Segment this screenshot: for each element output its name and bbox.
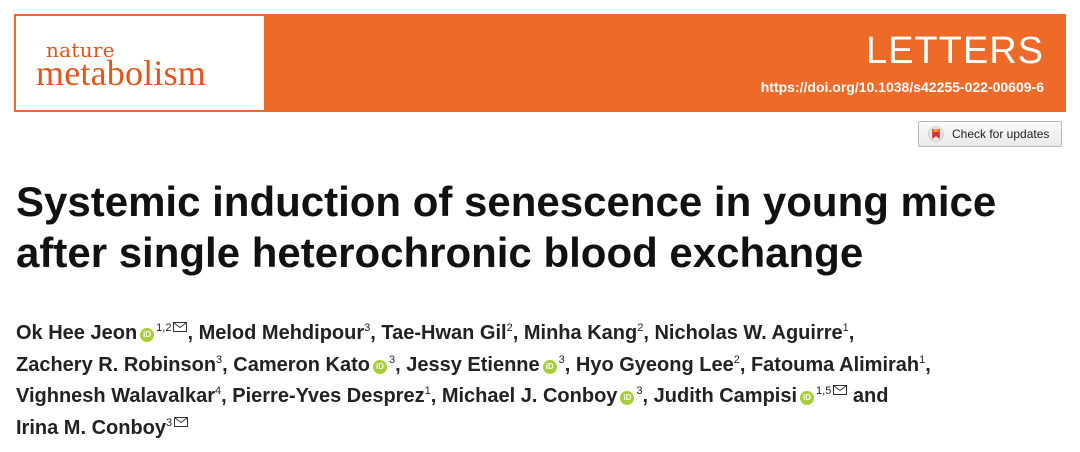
check-for-updates-button[interactable]: Check for updates — [918, 121, 1062, 147]
author-name[interactable]: Fatouma Alimirah — [750, 353, 920, 376]
section-label: LETTERS — [865, 30, 1044, 72]
affiliation-sup: 1,5 — [816, 385, 832, 397]
article-title: Systemic induction of senescence in youn… — [16, 176, 1066, 278]
and-text: and — [847, 385, 889, 407]
author-name[interactable]: Cameron Kato — [233, 353, 370, 376]
author-name[interactable]: Michael J. Conboy — [441, 385, 618, 407]
author-name[interactable]: Vighnesh Walavalkar — [16, 385, 215, 407]
affiliation-sup: 3 — [388, 353, 396, 366]
orcid-icon[interactable]: iD — [620, 391, 635, 405]
orcid-icon[interactable]: iD — [800, 391, 815, 405]
author-name[interactable]: Pierre-Yves Desprez — [232, 385, 425, 407]
author-list: Ok Hee Jeon iD1,2, Melod Mehdipour3, Tae-… — [16, 318, 1066, 444]
email-icon[interactable] — [174, 416, 189, 427]
email-icon[interactable] — [833, 385, 848, 395]
author-line-2: Zachery R. Robinson3, Cameron Kato iD3, J… — [16, 353, 931, 376]
affiliation-sup: 2 — [637, 322, 644, 334]
author-name[interactable]: Irina M. Conboy — [16, 416, 166, 439]
author-line-4: Irina M. Conboy3 — [16, 413, 1066, 445]
affiliation-sup: 1 — [919, 353, 926, 366]
journal-logo[interactable]: nature metabolism — [14, 14, 264, 112]
author-line-3: Vighnesh Walavalkar4, Pierre-Yves Despre… — [16, 385, 889, 407]
orcid-icon[interactable]: iD — [372, 359, 387, 374]
author-name[interactable]: Hyo Gyeong Lee — [575, 353, 734, 376]
affiliation-sup: 3 — [558, 353, 565, 366]
logo-metabolism: metabolism — [36, 53, 206, 93]
orcid-icon[interactable]: iD — [542, 359, 557, 374]
author-name[interactable]: Zachery R. Robinson — [16, 353, 217, 376]
affiliation-sup: 1 — [424, 385, 431, 397]
affiliation-sup: 2 — [733, 353, 740, 366]
check-for-updates-label: Check for updates — [952, 127, 1050, 141]
title-line-2: after single heterochronic blood exchang… — [16, 229, 864, 276]
journal-banner: nature metabolism LETTERS https://doi.or… — [14, 14, 1066, 112]
author-name[interactable]: Judith Campisi — [653, 385, 798, 407]
affiliation-sup: 3 — [166, 416, 173, 429]
affiliation-sup: 3 — [216, 353, 223, 366]
affiliation-sup: 1,2 — [156, 322, 172, 334]
logo-nature: nature — [46, 38, 115, 62]
doi-link[interactable]: https://doi.org/10.1038/s42255-022-00609… — [760, 79, 1044, 95]
author-name[interactable]: Minha Kang — [523, 322, 638, 344]
orcid-icon[interactable]: iD — [140, 328, 155, 342]
affiliation-sup: 4 — [214, 385, 222, 397]
affiliation-sup: 3 — [364, 322, 371, 334]
author-name[interactable]: Nicholas W. Aguirre — [654, 322, 843, 344]
author-name[interactable]: Ok Hee Jeon — [16, 322, 138, 344]
affiliation-sup: 2 — [506, 322, 513, 334]
author-name[interactable]: Melod Mehdipour — [198, 322, 365, 344]
author-name[interactable]: Jessy Etienne — [406, 353, 540, 376]
author-line-1: Ok Hee Jeon iD1,2, Melod Mehdipour3, Tae-… — [16, 322, 855, 344]
affiliation-sup: 1 — [842, 322, 849, 334]
author-name[interactable]: Tae-Hwan Gil — [381, 322, 507, 344]
crossmark-icon — [928, 126, 944, 142]
affiliation-sup: 3 — [636, 385, 643, 397]
title-line-1: Systemic induction of senescence in youn… — [16, 178, 997, 225]
email-icon[interactable] — [173, 322, 188, 332]
